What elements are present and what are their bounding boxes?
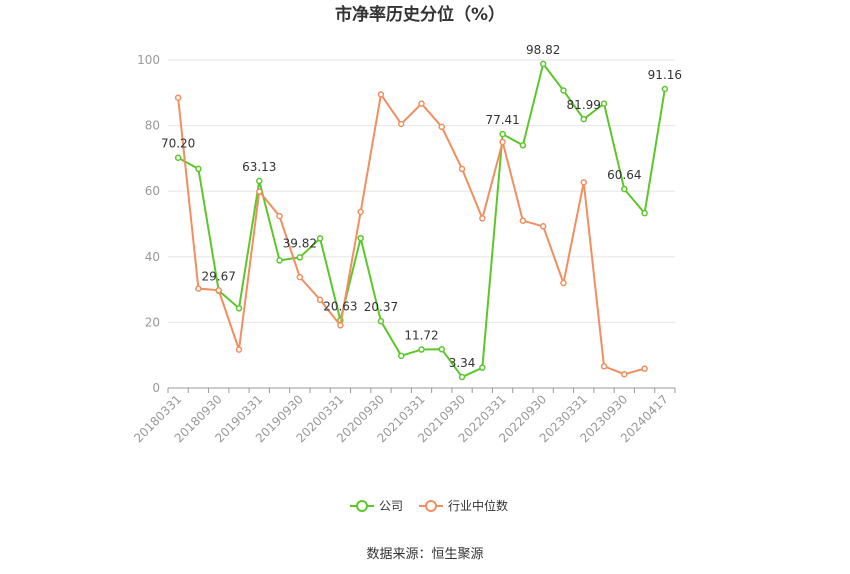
source-text: 数据来源：恒生聚源: [366, 547, 483, 562]
industry-median-point: [256, 188, 263, 195]
legend[interactable]: 公司 行业中位数: [350, 498, 508, 513]
industry-median-point: [539, 223, 547, 230]
company-point: [256, 177, 263, 185]
company-point: [479, 364, 486, 371]
industry-median-point: [499, 138, 506, 146]
legend-item-industry-median[interactable]: 行业中位数: [419, 498, 508, 513]
industry-median-point: [519, 217, 527, 224]
industry-median-point: [479, 215, 486, 222]
data-label: 20.37: [364, 300, 398, 314]
company-point: [174, 154, 182, 161]
company-point: [621, 185, 628, 193]
company-point: [458, 373, 466, 381]
company-point: [377, 317, 385, 325]
company-point: [296, 254, 304, 261]
y-tick-label: 40: [145, 250, 160, 264]
industry-median-point: [418, 100, 425, 107]
legend-label: 公司: [379, 499, 403, 513]
industry-median-point: [357, 208, 364, 216]
industry-median-point: [377, 91, 385, 98]
x-axis: 2018033120180930201903312019093020200331…: [131, 387, 676, 445]
company-point: [641, 209, 648, 217]
y-tick-label: 20: [145, 315, 160, 329]
company-point: [661, 85, 669, 93]
data-label: 29.67: [202, 270, 236, 284]
data-label: 91.16: [648, 68, 682, 82]
company-point: [397, 352, 405, 360]
industry-median-point: [641, 365, 648, 372]
legend-marker-icon: [356, 500, 368, 512]
industry-median-point: [316, 296, 324, 304]
industry-median-point: [215, 287, 222, 294]
company-point: [276, 257, 283, 264]
industry-median-point: [580, 179, 587, 186]
industry-median-point: [276, 212, 283, 220]
industry-median-point: [174, 94, 182, 101]
industry-median-point: [195, 285, 202, 292]
industry-median-point: [621, 370, 628, 378]
y-tick-label: 0: [152, 381, 160, 395]
company-point: [560, 87, 567, 94]
data-label: 60.64: [607, 168, 641, 182]
company-point: [539, 60, 547, 68]
industry-median-point: [235, 346, 243, 353]
y-axis: 0 20 40 60 80 100: [137, 53, 160, 395]
company-point: [418, 346, 425, 353]
industry-median-point: [337, 322, 344, 329]
data-label: 70.20: [161, 137, 195, 151]
industry-median-point: [438, 123, 446, 131]
legend-item-company[interactable]: 公司: [350, 499, 403, 513]
company-point: [316, 235, 324, 242]
company-point: [195, 165, 202, 173]
chart-title: 市净率历史分位（%）: [335, 4, 505, 25]
legend-marker-icon: [425, 500, 437, 512]
data-label: 81.99: [567, 98, 601, 112]
data-label: 98.82: [526, 43, 560, 57]
data-label: 11.72: [404, 329, 438, 343]
data-labels: 70.20 29.67 63.13 39.82 20.63 20.37 11.72 3.34 7…: [161, 43, 682, 370]
series-layer: [174, 60, 669, 381]
company-point: [519, 142, 527, 149]
company-point: [600, 100, 608, 107]
industry-median-point: [560, 279, 567, 287]
data-label: 3.34: [449, 356, 476, 370]
industry-median-point: [296, 273, 304, 281]
company-point: [438, 346, 446, 353]
data-label: 39.82: [283, 236, 317, 250]
y-tick-label: 80: [145, 119, 160, 133]
y-tick-label: 100: [137, 53, 160, 67]
industry-median-point: [397, 120, 405, 128]
series-line-industry-median: [177, 93, 645, 376]
company-point: [235, 305, 243, 312]
grid: [168, 59, 675, 323]
legend-label: 行业中位数: [448, 498, 508, 513]
y-tick-label: 60: [145, 184, 160, 198]
data-label: 20.63: [323, 299, 357, 313]
data-label: 63.13: [242, 160, 276, 174]
company-point: [357, 234, 364, 242]
company-point: [580, 115, 587, 123]
industry-median-point: [458, 165, 466, 173]
company-point: [499, 130, 506, 138]
data-label: 77.41: [485, 113, 519, 127]
industry-median-point: [600, 363, 608, 370]
